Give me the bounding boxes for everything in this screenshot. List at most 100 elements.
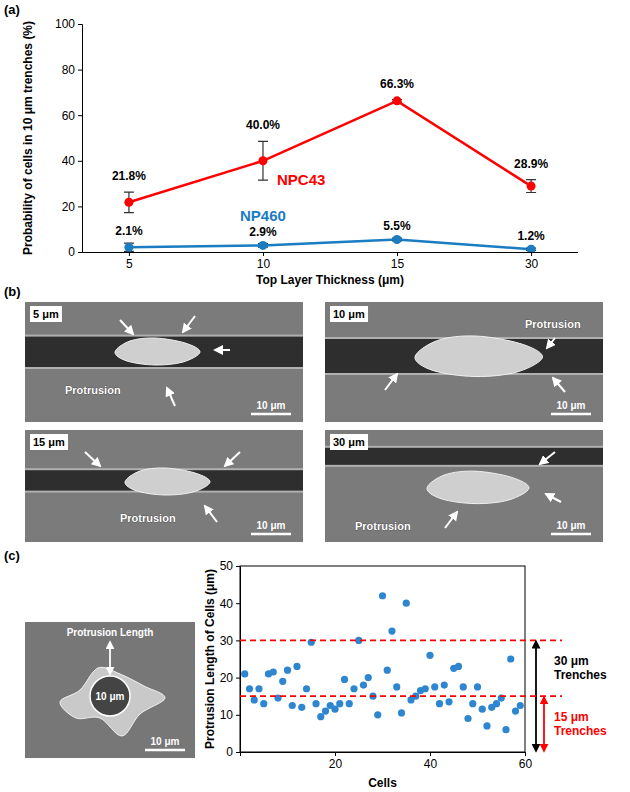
- x-axis: 5101530: [82, 252, 578, 271]
- axis-line: [241, 753, 526, 757]
- tick-mark: [236, 640, 240, 641]
- annotation: Protrusion: [65, 384, 121, 396]
- series-label: NPC43: [277, 171, 325, 188]
- point: [260, 700, 267, 707]
- point: [341, 676, 348, 683]
- point: [403, 600, 410, 607]
- data-label: 40.0%: [246, 118, 280, 132]
- tick: 50: [220, 559, 240, 573]
- point: [445, 698, 452, 705]
- axis-line: [78, 25, 83, 253]
- tick-mark: [78, 115, 82, 116]
- tick: 60: [62, 109, 82, 123]
- tick-mark: [78, 161, 82, 162]
- series-line: [129, 101, 531, 202]
- annotation: Protrusion Length: [67, 627, 154, 638]
- marker: [527, 245, 536, 252]
- point: [388, 628, 395, 635]
- marker: [527, 182, 536, 191]
- tick: 20: [62, 200, 82, 214]
- tick-label: 20: [220, 671, 234, 685]
- point: [384, 667, 391, 674]
- tick-label: 60: [519, 757, 533, 771]
- point: [374, 711, 381, 718]
- tick-mark: [129, 252, 130, 256]
- tick-label: 30: [220, 634, 234, 648]
- point: [317, 713, 324, 720]
- tick-mark: [397, 252, 398, 256]
- tick: 30: [525, 252, 539, 271]
- tick: 15: [391, 252, 405, 271]
- point: [241, 670, 248, 677]
- reference-line: [240, 640, 562, 642]
- point: [393, 683, 400, 690]
- panel-label: (b): [4, 284, 21, 299]
- range-arrow: [543, 697, 545, 751]
- tick-mark: [263, 252, 264, 256]
- labels: 21.8%40.0%66.3%28.9%NPC432.1%2.9%5.5%1.2…: [112, 77, 549, 243]
- trench-edge: [25, 335, 303, 337]
- tick-mark: [335, 752, 336, 756]
- arrow: [445, 512, 457, 528]
- annotation-label: 30 μmTrenches: [554, 654, 607, 682]
- tick: 100: [55, 17, 82, 31]
- point: [493, 700, 500, 707]
- tick: 0: [226, 745, 240, 759]
- scale-bar: [251, 413, 291, 416]
- x-axis-title: Top Layer Thickness (μm): [256, 273, 404, 287]
- tick-mark: [78, 70, 82, 71]
- plot-frame: [240, 566, 525, 752]
- scale-bar-label: 10 μm: [257, 520, 286, 531]
- tick-label: 60: [62, 109, 76, 123]
- error-bar: [526, 180, 536, 193]
- image-background: [25, 430, 303, 542]
- error-bar: [258, 141, 268, 180]
- x-axis-title: Cells: [368, 776, 397, 790]
- arrow: [546, 494, 561, 502]
- image-background: [25, 302, 303, 422]
- tick-label: 5: [126, 257, 133, 271]
- tick-label: 15: [391, 257, 405, 271]
- scale-bar-label: 10 μm: [151, 736, 180, 747]
- sem-image: Protrusion Length 10 μm 10 μm: [25, 622, 195, 758]
- tick-mark: [525, 752, 526, 756]
- point: [379, 592, 386, 599]
- scale-bar-label: 10 μm: [557, 400, 586, 411]
- annotation: Protrusion: [120, 512, 176, 524]
- annotation: 10 μm: [96, 691, 125, 702]
- point: [441, 681, 448, 688]
- image-background: [325, 302, 603, 422]
- tick-label: 40: [220, 597, 234, 611]
- error-bar: [124, 243, 134, 251]
- point: [350, 685, 357, 692]
- tick-label: 80: [62, 63, 76, 77]
- point: [426, 652, 433, 659]
- label-box: [330, 306, 368, 322]
- point: [436, 700, 443, 707]
- point: [289, 702, 296, 709]
- plot-area: [124, 96, 536, 252]
- image-background: [325, 430, 603, 542]
- point: [293, 663, 300, 670]
- point: [398, 709, 405, 716]
- point: [365, 674, 372, 681]
- point: [322, 707, 329, 714]
- arrow: [167, 388, 175, 406]
- data-label: 5.5%: [383, 219, 411, 233]
- tick: 40: [62, 154, 82, 168]
- point: [312, 700, 319, 707]
- arrow: [225, 452, 240, 466]
- tick-mark: [78, 252, 82, 253]
- tick-mark: [236, 678, 240, 679]
- tick: 60: [519, 752, 533, 771]
- scale-bar: [551, 413, 591, 416]
- tick: 10: [220, 708, 240, 722]
- arrow: [547, 338, 555, 348]
- marker: [124, 198, 133, 207]
- data-label: 1.2%: [517, 229, 545, 243]
- tick: 20: [220, 671, 240, 685]
- point: [270, 668, 277, 675]
- marker: [393, 96, 402, 105]
- y-axis-title: Protrusion Length of Cells (μm): [203, 569, 217, 749]
- point: [483, 722, 490, 729]
